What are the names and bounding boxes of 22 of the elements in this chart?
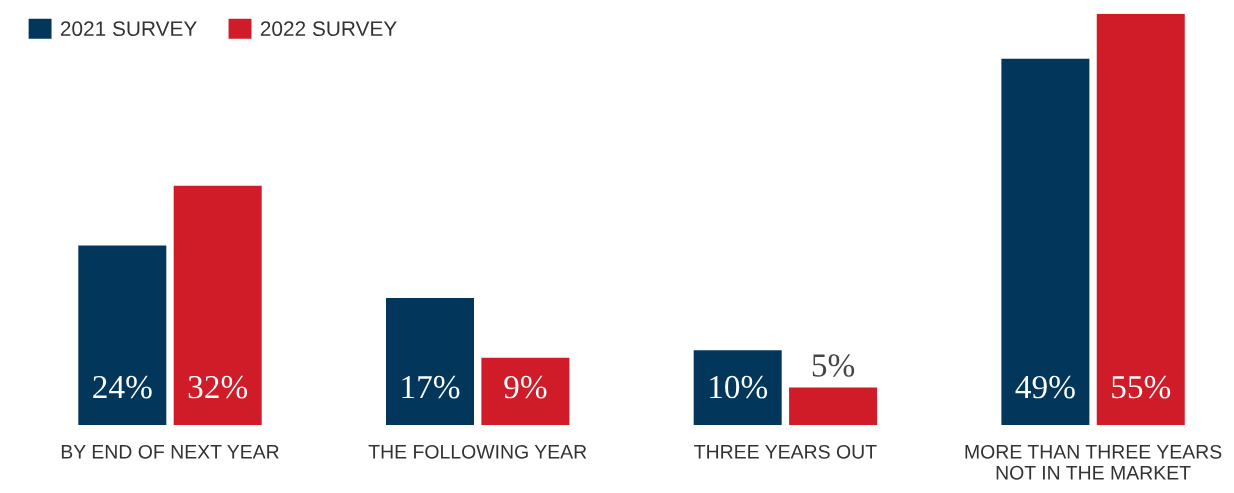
bar [789, 387, 878, 425]
bar [78, 245, 167, 425]
data-label: 9% [504, 375, 547, 399]
bar [1001, 58, 1090, 425]
data-label: 24% [93, 375, 152, 399]
data-label: 49% [1015, 375, 1075, 399]
data-label: 5% [812, 354, 855, 377]
x-tick-label: MORE THAN THREE YEARS NOT IN THE MARKET [965, 444, 1222, 480]
bar [1096, 13, 1185, 425]
legend-label: 2021 SURVEY [60, 21, 197, 37]
data-label: 55% [1112, 375, 1171, 399]
data-label: 10% [710, 375, 768, 399]
bar [481, 357, 570, 425]
x-tick-label: THE FOLLOWING YEAR [368, 444, 587, 459]
data-label: 17% [402, 375, 460, 399]
data-label: 32% [188, 375, 248, 399]
x-tick-label: THREE YEARS OUT [694, 444, 877, 459]
bar [693, 350, 782, 425]
bar [386, 297, 474, 425]
legend-label: 2022 SURVEY [260, 21, 397, 37]
bar [173, 185, 262, 425]
x-tick-label: BY END OF NEXT YEAR [61, 444, 279, 459]
